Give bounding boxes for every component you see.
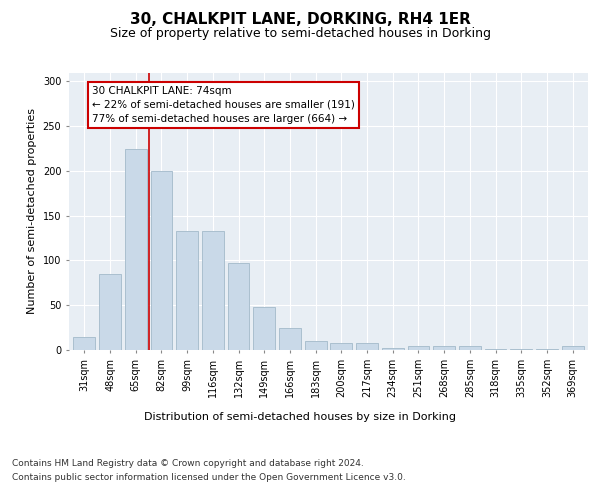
Bar <box>202 231 224 350</box>
Bar <box>151 171 172 350</box>
Bar <box>305 341 326 350</box>
Bar <box>459 346 481 350</box>
Bar <box>331 343 352 350</box>
Bar <box>356 343 378 350</box>
Bar <box>407 346 430 350</box>
Bar <box>73 336 95 350</box>
Bar <box>99 274 121 350</box>
Bar <box>433 346 455 350</box>
Text: Size of property relative to semi-detached houses in Dorking: Size of property relative to semi-detach… <box>110 28 491 40</box>
Text: Distribution of semi-detached houses by size in Dorking: Distribution of semi-detached houses by … <box>144 412 456 422</box>
Bar <box>536 349 558 350</box>
Bar <box>562 346 584 350</box>
Text: 30, CHALKPIT LANE, DORKING, RH4 1ER: 30, CHALKPIT LANE, DORKING, RH4 1ER <box>130 12 470 28</box>
Text: 30 CHALKPIT LANE: 74sqm
← 22% of semi-detached houses are smaller (191)
77% of s: 30 CHALKPIT LANE: 74sqm ← 22% of semi-de… <box>92 86 355 124</box>
Bar <box>485 349 506 350</box>
Bar <box>279 328 301 350</box>
Bar <box>253 307 275 350</box>
Bar <box>176 231 198 350</box>
Bar <box>227 263 250 350</box>
Bar <box>382 348 404 350</box>
Y-axis label: Number of semi-detached properties: Number of semi-detached properties <box>27 108 37 314</box>
Text: Contains HM Land Registry data © Crown copyright and database right 2024.: Contains HM Land Registry data © Crown c… <box>12 458 364 468</box>
Text: Contains public sector information licensed under the Open Government Licence v3: Contains public sector information licen… <box>12 474 406 482</box>
Bar <box>510 349 532 350</box>
Bar <box>125 148 147 350</box>
